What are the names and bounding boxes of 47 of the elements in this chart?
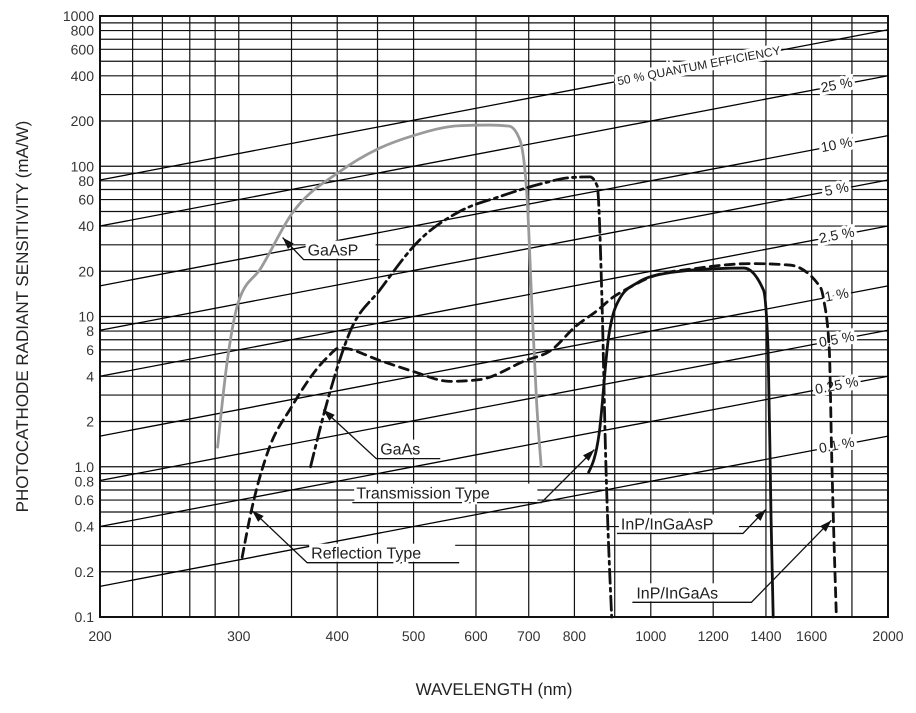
y-tick-label: 0.2 xyxy=(74,564,94,580)
y-tick-label: 4 xyxy=(86,368,94,384)
x-tick-label: 1200 xyxy=(698,628,729,644)
y-tick-label: 0.8 xyxy=(74,473,94,490)
y-tick-label: 8 xyxy=(86,323,94,340)
y-tick-label: 20 xyxy=(78,263,94,280)
text: 5 % xyxy=(823,178,850,199)
x-tick-label: 600 xyxy=(464,628,488,644)
x-tick-label: 300 xyxy=(227,628,251,644)
annotation: InP/InGaAs xyxy=(636,585,718,602)
y-tick-label: 2 xyxy=(86,414,94,430)
annotation: GaAsP xyxy=(308,242,358,260)
y-tick-label: 80 xyxy=(78,172,94,189)
text: 1 % xyxy=(823,284,850,305)
y-tick-label: 800 xyxy=(70,22,94,39)
y-tick-label: 1.0 xyxy=(74,458,94,475)
y-tick-label: 10 xyxy=(78,308,94,324)
annotation: Reflection Type xyxy=(311,546,422,563)
text: 25 % xyxy=(819,74,854,96)
y-tick-label: 1000 xyxy=(62,8,94,24)
text: 0.1 % xyxy=(818,434,856,456)
y-tick-label: 60 xyxy=(78,192,94,208)
annotation: Transmission Type xyxy=(356,486,490,503)
x-tick-label: 500 xyxy=(402,628,426,644)
y-tick-label: 400 xyxy=(70,68,94,84)
x-axis-title: WAVELENGTH (nm) xyxy=(416,680,572,699)
y-tick-label: 200 xyxy=(70,113,94,130)
y-tick-label: 0.1 xyxy=(74,609,94,625)
y-tick-label: 0.6 xyxy=(74,492,94,508)
x-tick-label: 1600 xyxy=(796,628,828,644)
text: 10 % xyxy=(819,134,854,156)
y-tick-label: 600 xyxy=(70,41,94,58)
x-tick-label: 800 xyxy=(562,628,586,644)
x-tick-label: 700 xyxy=(517,628,541,644)
annotation: GaAs xyxy=(380,442,420,459)
y-tick-label: 6 xyxy=(86,342,94,358)
text: 2.5 % xyxy=(818,224,856,246)
x-tick-label: 400 xyxy=(326,628,350,644)
y-axis-title: PHOTOCATHODE RADIANT SENSITIVITY (mA/W) xyxy=(13,120,32,512)
y-tick-label: 40 xyxy=(78,218,94,234)
x-tick-label: 1000 xyxy=(635,628,667,644)
annotation: InP/InGaAsP xyxy=(620,516,714,534)
y-tick-label: 100 xyxy=(70,158,94,174)
text: 0.5 % xyxy=(818,328,856,350)
x-tick-label: 1400 xyxy=(750,628,782,644)
y-tick-label: 0.4 xyxy=(74,518,94,535)
x-tick-label: 2000 xyxy=(872,628,904,644)
